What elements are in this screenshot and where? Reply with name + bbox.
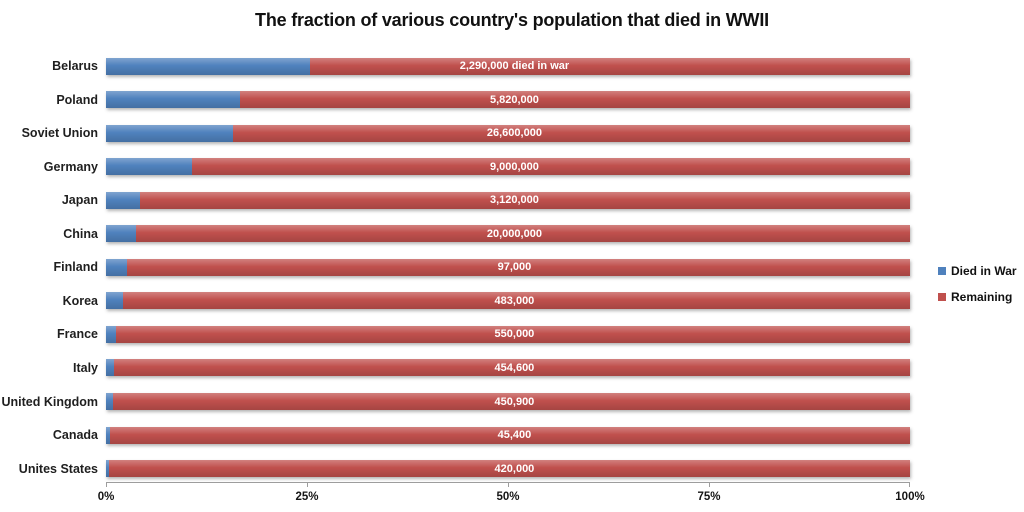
stacked-bar: 26,600,000 (106, 124, 910, 142)
bar-value-label: 26,600,000 (486, 127, 542, 140)
remaining-segment (233, 124, 910, 142)
bar-value-label: 3,120,000 (489, 194, 539, 207)
category-label: Belarus (52, 59, 98, 73)
stacked-bar: 454,600 (106, 359, 910, 377)
bar-value-label: 454,600 (494, 361, 535, 374)
category-label: Unites States (18, 461, 98, 476)
bar-row: Poland 5,820,000 (0, 91, 910, 109)
bar-value-label: 97,000 (497, 261, 532, 274)
category-label: Germany (43, 159, 98, 174)
stacked-bar: 450,900 (106, 393, 910, 410)
legend-item-remaining: Remaining (938, 290, 1017, 304)
axis-tick (307, 483, 308, 487)
axis-tick-label: 50% (496, 491, 520, 503)
axis-tick-label: 75% (697, 491, 721, 503)
category-label: Canada (52, 428, 98, 443)
died-in-war-segment (106, 258, 127, 276)
remaining-segment (115, 325, 911, 343)
bar-value-label: 450,900 (494, 395, 535, 408)
legend: Died in War Remaining (938, 264, 1017, 316)
stacked-bar: 97,000 (106, 258, 911, 276)
died-in-war-segment (106, 158, 193, 176)
bar-value-label: 9,000,000 (489, 160, 539, 173)
remaining-segment (310, 57, 910, 75)
stacked-bar: 550,000 (106, 325, 911, 343)
plot-area: Belarus 2,290,000 died in war Poland 5,820,… (0, 56, 911, 482)
category-label: Finland (53, 260, 98, 275)
bar-value-label: 420,000 (494, 462, 535, 475)
axis-tick-label: 100% (895, 491, 925, 503)
remaining-segment (126, 258, 911, 276)
bar-row: Canada 45,400 (0, 426, 910, 444)
x-axis: 0% 25% 50% 75% 100% (98, 482, 925, 511)
remaining-segment (139, 191, 911, 209)
bar-value-label: 2,290,000 died in war (459, 60, 570, 72)
category-label: China (63, 226, 98, 241)
bar-row: Korea 483,000 (0, 292, 911, 310)
stacked-bar: 9,000,000 (106, 158, 910, 176)
legend-label: Died in War (951, 264, 1017, 278)
remaining-segment (109, 460, 910, 478)
remaining-segment (122, 292, 911, 310)
died-in-war-segment (106, 359, 115, 377)
died-in-war-segment (106, 91, 241, 109)
bar-row: Finland 97,000 (0, 258, 911, 276)
legend-item-died-in-war: Died in War (938, 264, 1017, 278)
stacked-bar: 5,820,000 (106, 91, 910, 109)
stacked-bar: 483,000 (106, 292, 911, 310)
died-in-war-segment (106, 393, 114, 410)
axis-tick-label: 0% (97, 491, 115, 503)
bar-row: Germany 9,000,000 (0, 158, 910, 176)
bar-value-label: 483,000 (494, 294, 535, 307)
bar-value-label: 45,400 (497, 429, 532, 442)
stacked-bar: 2,290,000 died in war (106, 57, 910, 75)
chart-title: The fraction of various country's popula… (255, 10, 769, 30)
bar-row: Belarus 2,290,000 died in war (0, 57, 910, 75)
legend-swatch-remaining-icon (938, 293, 946, 301)
bar-row: Soviet Union 26,600,000 (0, 124, 910, 142)
category-label: Italy (72, 360, 98, 375)
died-in-war-segment (106, 292, 123, 310)
died-in-war-segment (106, 57, 311, 75)
axis-tick-label: 25% (295, 491, 319, 503)
category-label: Japan (61, 193, 98, 208)
bar-row: Unites States 420,000 (0, 460, 910, 478)
bar-row: France 550,000 (0, 325, 911, 343)
bar-row: China 20,000,000 (0, 225, 911, 243)
bar-value-label: 550,000 (494, 328, 535, 341)
legend-swatch-died-in-war-icon (938, 267, 946, 275)
stacked-bar: 20,000,000 (106, 225, 911, 243)
remaining-segment (135, 225, 911, 243)
remaining-segment (113, 393, 910, 410)
stacked-bar: 3,120,000 (106, 191, 911, 209)
died-in-war-segment (106, 460, 110, 478)
bar-row: Japan 3,120,000 (0, 191, 911, 209)
died-in-war-segment (106, 426, 111, 444)
axis-tick (508, 483, 509, 487)
stacked-bar: 45,400 (106, 426, 910, 444)
remaining-segment (240, 91, 910, 109)
bar-row: United Kingdom 450,900 (0, 393, 910, 410)
bar-value-label: 5,820,000 (489, 93, 539, 106)
axis-tick (909, 483, 910, 487)
died-in-war-segment (106, 191, 140, 209)
remaining-segment (114, 359, 910, 377)
died-in-war-segment (106, 225, 136, 243)
category-label: Korea (62, 293, 98, 308)
legend-label: Remaining (951, 290, 1013, 304)
axis-tick (709, 483, 710, 487)
remaining-segment (110, 426, 910, 444)
died-in-war-segment (106, 124, 234, 142)
category-label: France (57, 327, 98, 342)
category-label: Soviet Union (21, 126, 98, 141)
died-in-war-segment (106, 325, 116, 343)
axis-tick (106, 483, 107, 487)
category-label: Poland (56, 92, 98, 107)
remaining-segment (192, 158, 910, 176)
bar-row: Italy 454,600 (0, 359, 910, 377)
bar-value-label: 20,000,000 (486, 227, 542, 240)
stacked-bar: 420,000 (106, 460, 910, 478)
category-label: United Kingdom (1, 394, 98, 409)
